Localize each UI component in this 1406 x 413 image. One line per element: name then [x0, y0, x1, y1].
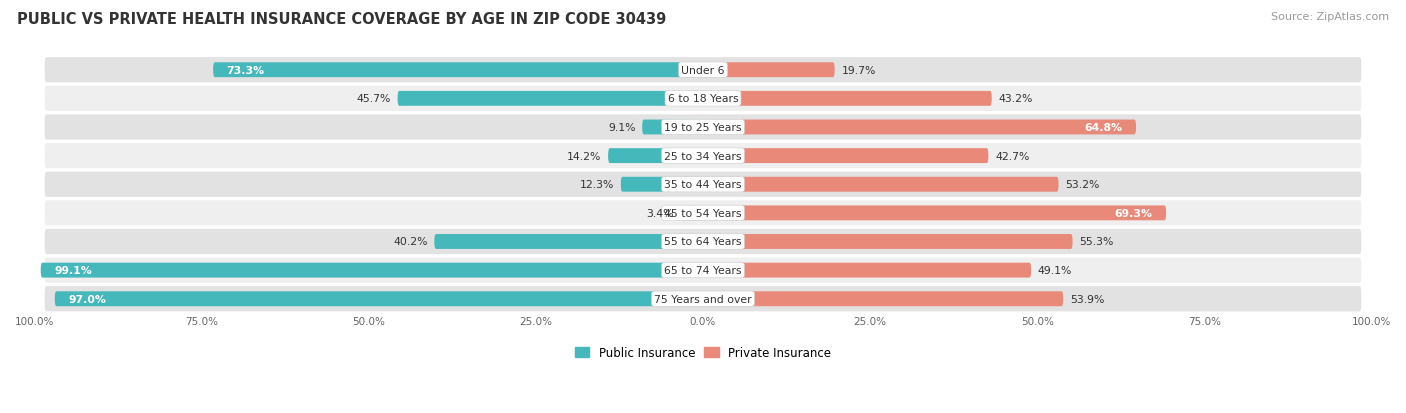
- FancyBboxPatch shape: [703, 149, 988, 164]
- Text: 12.3%: 12.3%: [579, 180, 614, 190]
- Text: 19 to 25 Years: 19 to 25 Years: [664, 123, 742, 133]
- Text: 9.1%: 9.1%: [607, 123, 636, 133]
- FancyBboxPatch shape: [45, 87, 1361, 112]
- FancyBboxPatch shape: [681, 206, 703, 221]
- FancyBboxPatch shape: [703, 263, 1031, 278]
- FancyBboxPatch shape: [703, 120, 1136, 135]
- Text: 14.2%: 14.2%: [567, 151, 602, 161]
- FancyBboxPatch shape: [45, 201, 1361, 226]
- Text: 53.9%: 53.9%: [1070, 294, 1104, 304]
- Text: 69.3%: 69.3%: [1115, 209, 1153, 218]
- FancyBboxPatch shape: [214, 63, 703, 78]
- Text: 35 to 44 Years: 35 to 44 Years: [664, 180, 742, 190]
- FancyBboxPatch shape: [45, 287, 1361, 311]
- FancyBboxPatch shape: [703, 92, 991, 107]
- Text: 99.1%: 99.1%: [53, 266, 91, 275]
- FancyBboxPatch shape: [643, 120, 703, 135]
- Text: 49.1%: 49.1%: [1038, 266, 1073, 275]
- Text: 43.2%: 43.2%: [998, 94, 1033, 104]
- FancyBboxPatch shape: [55, 292, 703, 306]
- FancyBboxPatch shape: [45, 58, 1361, 83]
- FancyBboxPatch shape: [41, 263, 703, 278]
- Text: 55 to 64 Years: 55 to 64 Years: [664, 237, 742, 247]
- FancyBboxPatch shape: [434, 235, 703, 249]
- FancyBboxPatch shape: [703, 292, 1063, 306]
- FancyBboxPatch shape: [609, 149, 703, 164]
- Text: 25 to 34 Years: 25 to 34 Years: [664, 151, 742, 161]
- Text: Under 6: Under 6: [682, 66, 724, 76]
- Text: 3.4%: 3.4%: [647, 209, 673, 218]
- Text: 75 Years and over: 75 Years and over: [654, 294, 752, 304]
- Text: 6 to 18 Years: 6 to 18 Years: [668, 94, 738, 104]
- Text: 65 to 74 Years: 65 to 74 Years: [664, 266, 742, 275]
- FancyBboxPatch shape: [45, 172, 1361, 197]
- FancyBboxPatch shape: [45, 258, 1361, 283]
- Text: 73.3%: 73.3%: [226, 66, 264, 76]
- Legend: Public Insurance, Private Insurance: Public Insurance, Private Insurance: [571, 342, 835, 364]
- Text: PUBLIC VS PRIVATE HEALTH INSURANCE COVERAGE BY AGE IN ZIP CODE 30439: PUBLIC VS PRIVATE HEALTH INSURANCE COVER…: [17, 12, 666, 27]
- Text: 19.7%: 19.7%: [841, 66, 876, 76]
- FancyBboxPatch shape: [45, 144, 1361, 169]
- Text: 45 to 54 Years: 45 to 54 Years: [664, 209, 742, 218]
- FancyBboxPatch shape: [703, 177, 1059, 192]
- FancyBboxPatch shape: [45, 229, 1361, 254]
- Text: 64.8%: 64.8%: [1084, 123, 1123, 133]
- FancyBboxPatch shape: [703, 63, 835, 78]
- Text: 53.2%: 53.2%: [1066, 180, 1099, 190]
- Text: 42.7%: 42.7%: [995, 151, 1029, 161]
- FancyBboxPatch shape: [45, 115, 1361, 140]
- FancyBboxPatch shape: [703, 206, 1166, 221]
- Text: 55.3%: 55.3%: [1080, 237, 1114, 247]
- FancyBboxPatch shape: [703, 235, 1073, 249]
- Text: Source: ZipAtlas.com: Source: ZipAtlas.com: [1271, 12, 1389, 22]
- FancyBboxPatch shape: [621, 177, 703, 192]
- Text: 45.7%: 45.7%: [357, 94, 391, 104]
- Text: 40.2%: 40.2%: [394, 237, 427, 247]
- Text: 97.0%: 97.0%: [67, 294, 105, 304]
- FancyBboxPatch shape: [398, 92, 703, 107]
